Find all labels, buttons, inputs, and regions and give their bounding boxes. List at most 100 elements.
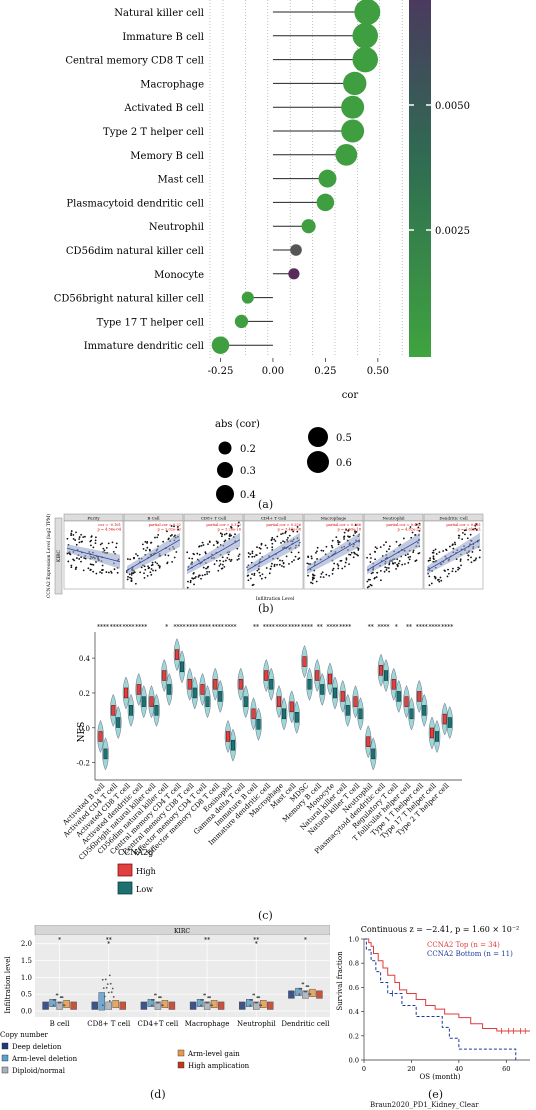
scatter-point	[228, 537, 231, 540]
scatter-point	[385, 541, 387, 544]
scatter-point	[429, 559, 431, 562]
scatter-point	[198, 553, 201, 556]
scatter-point	[154, 536, 156, 539]
scatter-point	[126, 578, 129, 581]
scatter-point	[376, 571, 379, 574]
scatter-point	[322, 576, 325, 579]
scatter-point	[292, 530, 295, 533]
scatter-point	[407, 556, 410, 559]
scatter-point	[204, 552, 207, 555]
legend-label: Arm-level gain	[187, 1050, 240, 1058]
scatter-point	[236, 558, 239, 561]
legend-label: High amplication	[188, 1062, 250, 1070]
category-label: Immature dendritic cell	[84, 341, 204, 352]
significance-mark: *	[395, 624, 398, 631]
scatter-point	[192, 572, 195, 575]
boxplot	[140, 1001, 148, 1010]
x-tick-label: 0.25	[314, 366, 336, 377]
scatter-point	[452, 567, 454, 570]
scatter-point	[337, 543, 340, 546]
scatter-point	[372, 571, 374, 574]
scatter-point	[116, 571, 119, 574]
facet-stat: p = 3.44e-08	[277, 528, 301, 532]
significance-mark: *	[58, 937, 61, 944]
scatter-point	[465, 529, 467, 532]
boxplot	[309, 988, 316, 997]
category-label: Central memory CD8 T cell	[65, 56, 204, 67]
scatter-point	[219, 563, 222, 566]
scatter-point	[193, 577, 196, 580]
scatter-point	[105, 546, 108, 549]
scatter-point	[469, 533, 472, 536]
legend-label: 0.3	[240, 466, 256, 477]
scatter-point	[471, 551, 474, 553]
scatter-point	[259, 552, 261, 555]
boxplot	[267, 1001, 274, 1010]
scatter-point	[279, 559, 281, 562]
scatter-point	[90, 539, 93, 542]
scatter-point	[74, 568, 77, 571]
scatter-point	[333, 562, 336, 565]
lollipop-point	[301, 219, 316, 234]
scatter-point	[253, 555, 256, 558]
scatter-point	[66, 552, 69, 555]
scatter-point	[369, 578, 371, 581]
lollipop-point	[352, 23, 378, 49]
legend-label: 0.6	[336, 458, 352, 469]
significance-mark: ****	[288, 624, 300, 631]
scatter-point	[201, 541, 204, 544]
scatter-point	[315, 580, 318, 583]
scatter-point	[87, 567, 90, 570]
scatter-point	[445, 549, 448, 552]
scatter-point	[307, 574, 309, 577]
boxplot	[260, 1000, 267, 1009]
x-axis-label: Infiltration Level	[256, 596, 295, 602]
boxplot	[434, 731, 440, 742]
scatter-point	[207, 565, 209, 568]
scatter-point	[432, 555, 435, 558]
scatter-point	[366, 580, 369, 583]
boxplot	[112, 1000, 119, 1009]
scatter-point	[150, 573, 153, 576]
outlier-point	[205, 1001, 207, 1004]
scatter-point	[129, 576, 131, 579]
scatter-point	[354, 524, 357, 526]
outlier-point	[151, 999, 153, 1001]
scatter-point	[357, 549, 360, 551]
scatter-point	[294, 555, 297, 558]
scatter-point	[112, 551, 115, 553]
scatter-point	[282, 540, 284, 543]
scatter-point	[101, 542, 103, 545]
scatter-point	[186, 586, 189, 589]
scatter-point	[200, 544, 203, 547]
panel-e-chart: Continuous z = −2.41, p = 1.60 × 10⁻² Su…	[336, 925, 530, 1081]
scatter-point	[337, 567, 340, 570]
scatter-point	[141, 543, 144, 546]
scatter-point	[331, 572, 334, 575]
lollipop-point	[211, 336, 230, 354]
significance-mark: ****	[174, 624, 186, 631]
y-axis-label: Survival fraction	[336, 951, 344, 1011]
scatter-point	[438, 580, 441, 583]
facet-title: CD4+ T Cell	[261, 516, 287, 521]
scatter-point	[283, 565, 285, 568]
scatter-point	[446, 575, 449, 578]
x-tick-label: 60	[502, 1065, 510, 1073]
scatter-point	[78, 558, 81, 560]
scatter-point	[396, 565, 399, 568]
scatter-point	[191, 557, 194, 560]
scatter-point	[126, 558, 129, 560]
scatter-point	[357, 547, 360, 550]
chart-title: Continuous z = −2.41, p = 1.60 × 10⁻²	[361, 925, 520, 934]
y-axis-label: CCNA2 Expression Level (log2 TPM)	[45, 514, 52, 598]
outlier-point	[151, 1004, 153, 1007]
significance-mark: ****	[339, 624, 351, 631]
significance-mark: **	[204, 937, 210, 944]
confidence-band	[307, 532, 360, 575]
scatter-point	[467, 554, 470, 557]
scatter-point	[186, 551, 189, 554]
scatter-point	[373, 550, 376, 553]
boxplot	[302, 656, 307, 667]
scatter-point	[418, 522, 421, 525]
legend-swatch-high	[117, 863, 133, 877]
